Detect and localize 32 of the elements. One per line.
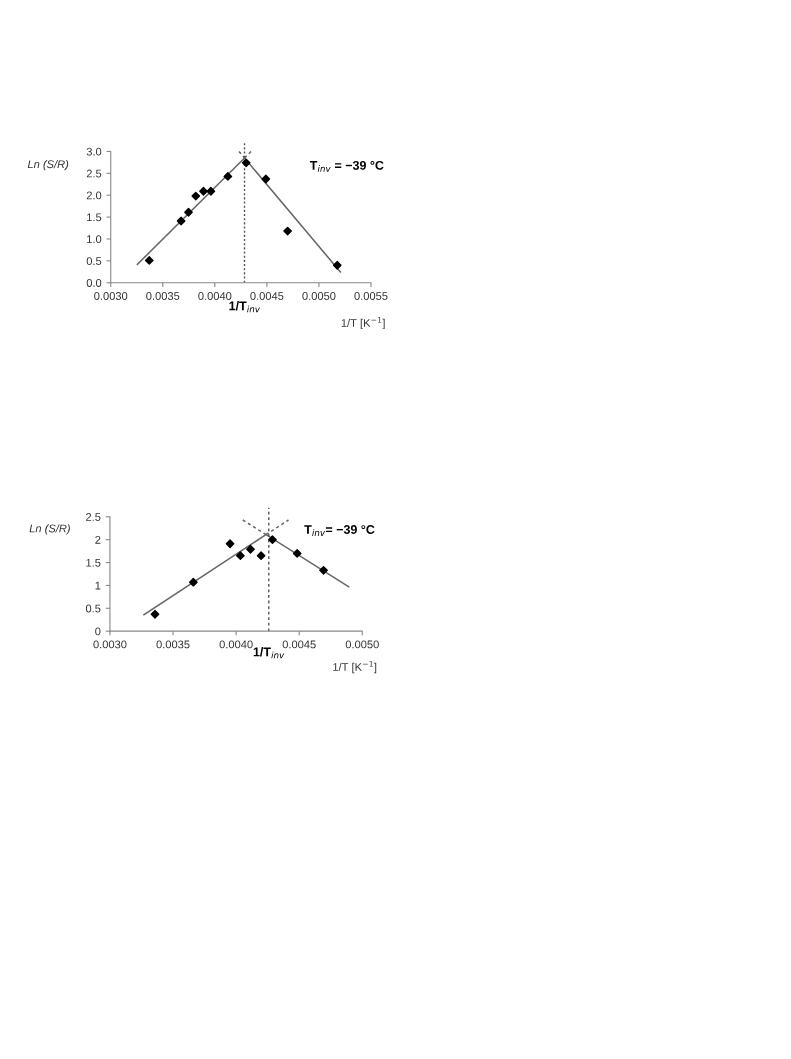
- x-tick-label: 0.0030: [94, 292, 128, 300]
- x-tick-label: 0.0045: [282, 640, 316, 649]
- y-tick-label: 2: [95, 535, 101, 544]
- y-tick-label: 2.0: [86, 191, 102, 200]
- y-tick-label: 1.5: [86, 558, 101, 567]
- x-tick-label: 0.0035: [146, 292, 180, 300]
- x-tick-label: 0.0050: [302, 292, 336, 300]
- annotation: T$_{inv}$ = −39 °C: [309, 160, 384, 172]
- x-tick-label: 0.0045: [250, 292, 284, 300]
- y-tick-label: 0.5: [86, 257, 102, 265]
- ref-line-label: 1/T$_{inv}$: [229, 301, 261, 313]
- x-tick-label: 0.0040: [219, 640, 253, 649]
- y-tick-label: 2.5: [86, 169, 102, 178]
- annotation: T$_{inv}$= −39 °C: [304, 525, 375, 536]
- ref-line-label: 1/T$_{inv}$: [253, 647, 285, 659]
- x-axis-title: 1/T [K$^{−1}$]: [341, 316, 385, 330]
- y-tick-label: 0.0: [86, 279, 102, 287]
- y-tick-label: 1.0: [87, 235, 102, 244]
- x-axis-title: 1/T [K$^{−1}$]: [333, 660, 377, 674]
- y-tick-label: 0: [95, 627, 101, 636]
- y-axis-title: Ln (S/R): [27, 159, 69, 171]
- x-tick-label: 0.0030: [93, 640, 127, 649]
- y-tick-label: 2.5: [86, 513, 101, 521]
- y-tick-label: 1.5: [87, 213, 102, 222]
- y-tick-label: 1: [95, 581, 101, 590]
- x-tick-label: 0.0050: [345, 640, 379, 649]
- y-axis-title: Ln (S/R): [29, 524, 70, 535]
- y-tick-label: 3.0: [86, 147, 102, 156]
- x-tick-label: 0.0040: [198, 292, 232, 300]
- x-tick-label: 0.0055: [354, 292, 388, 300]
- x-tick-label: 0.0035: [156, 640, 190, 649]
- y-tick-label: 0.5: [85, 604, 101, 613]
